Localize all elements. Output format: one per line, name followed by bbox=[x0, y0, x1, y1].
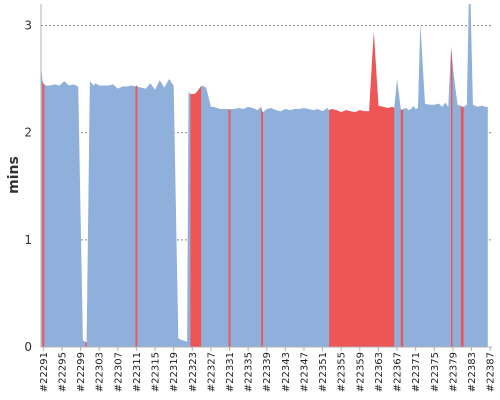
x-tick-label: #22339 bbox=[262, 352, 273, 392]
x-tick-label: #22375 bbox=[430, 352, 441, 392]
x-tick-label: #22347 bbox=[299, 352, 310, 392]
failed-build-band bbox=[85, 4, 87, 347]
x-tick-label: #22367 bbox=[393, 352, 404, 392]
x-tick-label: #22323 bbox=[188, 352, 199, 392]
failed-build-band bbox=[451, 4, 453, 347]
x-tick-label: #22363 bbox=[374, 352, 385, 392]
x-tick-label: #22299 bbox=[76, 352, 87, 392]
x-tick-label: #22315 bbox=[151, 352, 162, 392]
x-tick-label: #22355 bbox=[337, 352, 348, 392]
x-tick-label: #22387 bbox=[486, 352, 497, 392]
failed-build-band bbox=[329, 4, 395, 347]
x-tick-label: #22311 bbox=[132, 352, 143, 392]
x-tick-label: #22371 bbox=[411, 352, 422, 392]
duration-area bbox=[41, 4, 488, 347]
failed-build-band bbox=[135, 4, 138, 347]
x-tick-label: #22295 bbox=[57, 352, 68, 392]
y-tick-label: 2 bbox=[24, 126, 32, 140]
failed-build-band bbox=[190, 4, 202, 347]
failed-build-band bbox=[400, 4, 404, 347]
duration-area-fill bbox=[41, 4, 488, 347]
x-tick-label: #22359 bbox=[355, 352, 366, 392]
x-tick-label: #22319 bbox=[169, 352, 180, 392]
y-tick-label: 1 bbox=[24, 233, 32, 247]
failed-build-band bbox=[228, 4, 231, 347]
y-tick-label: 3 bbox=[24, 18, 32, 32]
x-tick-label: #22335 bbox=[244, 352, 255, 392]
x-tick-label: #22379 bbox=[448, 352, 459, 392]
y-axis-label: mins bbox=[6, 156, 22, 194]
x-tick-label: #22383 bbox=[467, 352, 478, 392]
failed-build-band bbox=[42, 4, 45, 347]
x-tick-label: #22291 bbox=[39, 352, 50, 392]
y-tick-labels: 0 1 2 3 bbox=[24, 18, 32, 354]
failed-build-band bbox=[460, 4, 464, 347]
x-tick-label: #22351 bbox=[318, 352, 329, 392]
axes bbox=[40, 4, 492, 351]
x-tick-label: #22331 bbox=[225, 352, 236, 392]
x-tick-labels: #22291 #22295 #22299 #22303 #22307 #22311 #223… bbox=[39, 352, 497, 392]
x-tick-label: #22307 bbox=[113, 352, 124, 392]
x-tick-label: #22303 bbox=[95, 352, 106, 392]
x-tick-label: #22343 bbox=[281, 352, 292, 392]
failed-build-band bbox=[261, 4, 264, 347]
x-tick-label: #22327 bbox=[206, 352, 217, 392]
y-tick-label: 0 bbox=[24, 340, 32, 354]
